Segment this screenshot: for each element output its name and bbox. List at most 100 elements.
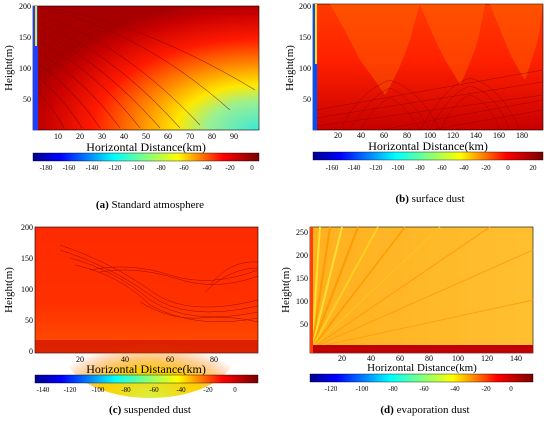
xtick: 20: [338, 354, 346, 363]
cbar-tick: -140: [86, 164, 99, 172]
xtick: 40: [121, 355, 129, 364]
ytick: 200: [21, 223, 33, 232]
left-edge-a2: [35, 6, 37, 46]
cbar-tick: -40: [176, 386, 186, 394]
cbar-tick: -120: [370, 164, 383, 172]
cbar-tick: -20: [203, 386, 213, 394]
ytick: 50: [303, 95, 311, 104]
left-edge-b: [313, 4, 317, 130]
xtick: 40: [367, 354, 375, 363]
xlabel-a: Horizontal Distance(km): [86, 140, 206, 154]
cbar-tick: -160: [63, 164, 76, 172]
caption-c: (c) suspended dust: [40, 404, 260, 416]
xtick: 80: [210, 355, 218, 364]
panel-d: Height(m) 250 200 150 100 50 20 40 60 80…: [280, 226, 534, 393]
xtick: 120: [481, 354, 493, 363]
ytick: 50: [23, 95, 31, 104]
cbar-tick: -100: [92, 386, 105, 394]
panel-c: Height(m) 200 150 100 50 0 20 40 60 80 H…: [3, 223, 259, 398]
caption-text: evaporation dust: [396, 404, 470, 416]
yticks-c: 200 150 100 50 0: [21, 223, 33, 356]
cbar-tick: -120: [325, 385, 338, 393]
xticks-d: 20 40 60 80 100 120 140: [338, 354, 522, 363]
xtick: 70: [186, 132, 194, 141]
left-edge-b2: [315, 4, 317, 64]
cbar-tick: 0: [506, 164, 510, 172]
xlabel-d: Horizontal Distance(km): [367, 362, 477, 374]
cbar-tick: -60: [419, 385, 429, 393]
bottom-band-d: [310, 345, 533, 353]
ylabel-b: Height(m): [284, 45, 296, 91]
cbar-tick: -100: [356, 385, 369, 393]
cbar-tick: -80: [415, 164, 425, 172]
cbar-tick: -160: [326, 164, 339, 172]
xtick: 30: [98, 132, 106, 141]
xtick: 50: [142, 132, 150, 141]
cbar-tick: -20: [481, 164, 491, 172]
cbar-tick: -80: [388, 385, 398, 393]
xtick: 80: [403, 131, 411, 140]
yticks-b: 200 150 100 50: [299, 2, 311, 104]
xlabel-b: Horizontal Distance(km): [368, 139, 488, 153]
colorbar-ticks-b: -160 -140 -120 -100 -80 -60 -40 -20 0 20: [326, 164, 537, 172]
cbar-tick: 0: [250, 164, 254, 172]
caption-letter: (d): [380, 404, 394, 416]
caption-a: (a) Standard atmosphere: [40, 199, 260, 211]
xtick: 60: [164, 132, 172, 141]
ytick: 100: [19, 64, 31, 73]
xtick: 40: [120, 132, 128, 141]
colorbar-ticks-c: -140 -120 -100 -80 -60 -40 -20 0: [37, 386, 238, 394]
cbar-tick: -60: [179, 164, 189, 172]
ytick: 50: [25, 316, 33, 325]
bright-bands-b: [330, 4, 543, 95]
colorbar-b: [312, 151, 544, 161]
xtick: 20: [76, 355, 84, 364]
ytick: 200: [299, 2, 311, 11]
xtick: 100: [452, 354, 464, 363]
cbar-tick: 0: [233, 386, 237, 394]
left-edge-a: [33, 6, 38, 130]
panel-b: Height(m) 200 150 100 50 20 40 60 80 100…: [284, 2, 544, 172]
cbar-tick: -60: [437, 164, 447, 172]
caption-letter: (c): [109, 404, 122, 416]
caption-d: (d) evaporation dust: [315, 404, 535, 416]
xtick: 140: [470, 131, 482, 140]
caption-letter: (b): [395, 193, 409, 205]
xtick: 80: [425, 354, 433, 363]
fan-rays-d: [311, 226, 534, 349]
colorbar-c: [34, 374, 259, 384]
cbar-tick: -80: [156, 164, 166, 172]
xticks-a: 10 20 30 40 50 60 70 80 90: [54, 132, 238, 141]
xtick: 80: [208, 132, 216, 141]
plot-area-a: [32, 5, 260, 131]
xticks-c: 20 40 60 80: [76, 355, 218, 364]
xtick: 40: [357, 131, 365, 140]
cbar-tick: -40: [450, 385, 460, 393]
ytick: 0: [29, 347, 33, 356]
interference-lines-a: [35, 7, 259, 129]
cbar-tick: -180: [40, 164, 53, 172]
xtick: 10: [54, 132, 62, 141]
cbar-tick: -140: [37, 386, 50, 394]
left-edge-d: [310, 227, 313, 353]
fringes-c: [59, 244, 259, 323]
cbar-tick: -120: [109, 164, 122, 172]
ytick: 200: [19, 2, 31, 11]
cbar-tick: -140: [348, 164, 361, 172]
xtick: 60: [380, 131, 388, 140]
xtick: 180: [516, 131, 528, 140]
cbar-tick: -120: [64, 386, 77, 394]
ytick: 150: [21, 254, 33, 263]
ytick: 150: [296, 274, 308, 283]
ytick: 50: [300, 320, 308, 329]
cbar-tick: -20: [225, 164, 235, 172]
xtick: 60: [166, 355, 174, 364]
yticks-a: 200 150 100 50: [19, 2, 31, 104]
cbar-tick: -40: [459, 164, 469, 172]
ytick: 100: [21, 285, 33, 294]
xtick: 120: [447, 131, 459, 140]
fringes-b: [315, 69, 544, 131]
caption-text: Standard atmosphere: [111, 199, 205, 211]
xtick: 20: [76, 132, 84, 141]
